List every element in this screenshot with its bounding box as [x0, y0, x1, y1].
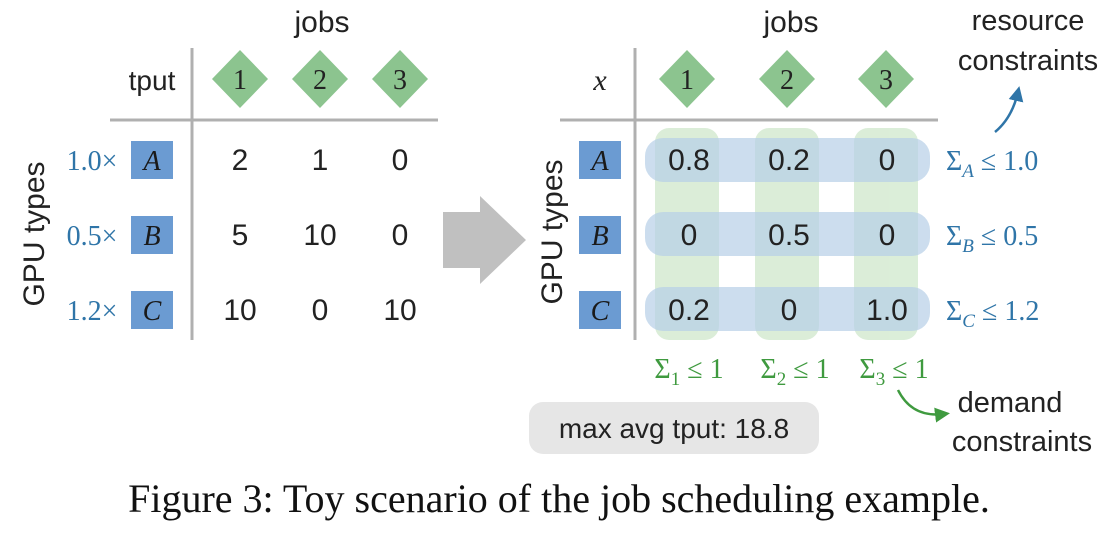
tput-cell: 1: [312, 144, 329, 177]
tput-cell: 0: [392, 144, 409, 177]
resource-arrow-icon: [994, 86, 1024, 133]
resource-constraint-c: ΣC ≤ 1.2: [946, 296, 1039, 332]
allocation-cell: 0: [681, 219, 698, 252]
allocation-cell: 0.2: [768, 144, 810, 177]
job-diamond-3: 3: [372, 50, 428, 108]
tput-cell: 0: [312, 294, 329, 327]
jobs-label: jobs: [762, 6, 818, 39]
gpu-box-b: B: [579, 216, 621, 254]
svg-text:1: 1: [680, 65, 694, 96]
svg-text:C: C: [143, 296, 162, 327]
tput-cell: 10: [303, 219, 336, 252]
svg-text:3: 3: [393, 65, 407, 96]
job-diamond-1: 1: [212, 50, 268, 108]
allocation-cell: 0: [879, 219, 896, 252]
gpu-multiplier-b: 0.5×: [67, 221, 118, 252]
throughput-values: 2 1 0 5 10 0 10 0 10: [223, 144, 416, 327]
gpu-box-c: C: [131, 291, 173, 329]
gpu-box-a: A: [579, 141, 621, 179]
jobs-label: jobs: [293, 6, 349, 39]
row-band-gpu-a: [645, 138, 930, 182]
tput-cell: 0: [392, 219, 409, 252]
gpu-types-axis-label: GPU types: [536, 159, 569, 304]
svg-text:2: 2: [780, 65, 794, 96]
allocation-table: jobs x 1 2 3 GPU types: [529, 5, 1098, 458]
tput-cell: 2: [232, 144, 249, 177]
allocation-cell: 0: [879, 144, 896, 177]
allocation-cell: 0.5: [768, 219, 810, 252]
gpu-types-axis-label: GPU types: [18, 161, 51, 306]
gpu-box-c: C: [579, 291, 621, 329]
demand-constraint-1: Σ1 ≤ 1: [654, 354, 723, 390]
resource-row-bands: [645, 138, 930, 331]
job-diamond-1: 1: [659, 50, 715, 108]
gpu-multiplier-a: 1.0×: [67, 146, 118, 177]
svg-text:A: A: [589, 146, 609, 177]
demand-constraints-label: demand: [958, 387, 1063, 419]
demand-constraint-2: Σ2 ≤ 1: [760, 354, 829, 390]
svg-text:B: B: [591, 221, 608, 252]
throughput-table: jobs tput 1 2 3 GPU types 1.0× 0.5× 1.2×…: [18, 6, 438, 340]
demand-constraints: Σ1 ≤ 1 Σ2 ≤ 1 Σ3 ≤ 1: [654, 354, 928, 390]
allocation-values: 0.8 0.2 0 0 0.5 0 0.2 0 1.0: [668, 144, 908, 327]
result-badge: max avg tput: 18.8: [529, 402, 819, 454]
svg-text:A: A: [141, 146, 161, 177]
row-band-gpu-c: [645, 287, 930, 331]
allocation-cell: 1.0: [866, 294, 908, 327]
svg-text:max avg tput: 18.8: max avg tput: 18.8: [559, 413, 789, 444]
svg-text:C: C: [591, 296, 610, 327]
resource-constraint-a: ΣA ≤ 1.0: [946, 146, 1038, 182]
gpu-multiplier-c: 1.2×: [67, 296, 118, 327]
tput-cell: 10: [383, 294, 416, 327]
allocation-cell: 0.2: [668, 294, 710, 327]
svg-text:3: 3: [879, 65, 893, 96]
tput-corner-label: tput: [129, 65, 176, 96]
demand-constraints-label-line2: constraints: [952, 426, 1092, 458]
gpu-box-b: B: [131, 216, 173, 254]
resource-constraints-label: resource: [972, 5, 1085, 37]
allocation-cell: 0: [781, 294, 798, 327]
allocation-cell: 0.8: [668, 144, 710, 177]
allocation-corner-label: x: [592, 64, 607, 97]
svg-text:1: 1: [233, 65, 247, 96]
gpu-box-a: A: [131, 141, 173, 179]
resource-constraints-label-line2: constraints: [958, 45, 1098, 77]
tput-cell: 5: [232, 219, 249, 252]
figure-caption: Figure 3: Toy scenario of the job schedu…: [128, 476, 990, 521]
demand-constraint-3: Σ3 ≤ 1: [859, 354, 928, 390]
resource-constraint-b: ΣB ≤ 0.5: [946, 221, 1038, 257]
tput-cell: 10: [223, 294, 256, 327]
job-diamond-2: 2: [292, 50, 348, 108]
row-band-gpu-b: [645, 212, 930, 256]
resource-constraints: ΣA ≤ 1.0 ΣB ≤ 0.5 ΣC ≤ 1.2: [946, 146, 1039, 332]
demand-arrow-icon: [896, 389, 950, 423]
svg-text:B: B: [143, 221, 160, 252]
transform-arrow: [443, 196, 526, 284]
svg-text:2: 2: [313, 65, 327, 96]
job-diamond-2: 2: [759, 50, 815, 108]
job-diamond-3: 3: [858, 50, 914, 108]
